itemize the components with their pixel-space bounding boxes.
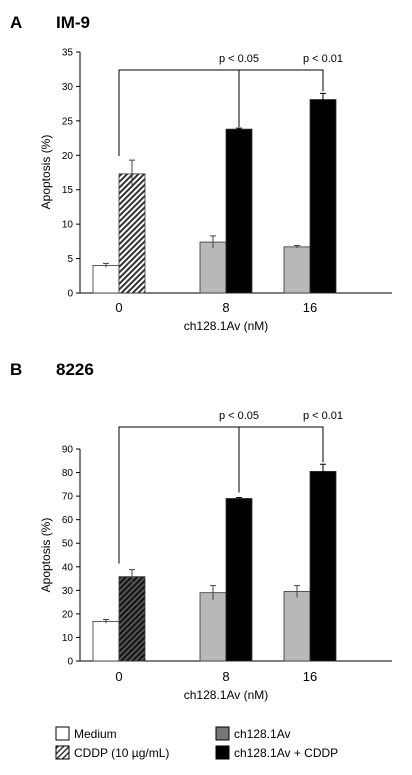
y-axis-label: Apoptosis (%) (39, 518, 53, 593)
error-bar (320, 92, 326, 106)
significance-label: p < 0.01 (303, 410, 343, 422)
legend: Medium CDDP (10 µg/mL) ch128.1Av ch128.1… (55, 726, 338, 760)
y-tick-label: 30 (62, 586, 74, 597)
y-tick-label: 25 (62, 116, 74, 127)
legend-label-medium: Medium (74, 727, 117, 741)
legend-label-ch128: ch128.1Av (234, 727, 291, 741)
bar (225, 128, 253, 294)
legend-label-combo: ch128.1Av + CDDP (234, 746, 338, 760)
significance-label: p < 0.05 (219, 410, 259, 422)
x-tick-label: 8 (222, 300, 229, 315)
bar (118, 173, 146, 294)
x-tick-label: 8 (222, 669, 229, 684)
error-bar (236, 497, 242, 500)
y-axis-label: Apoptosis (%) (39, 135, 53, 210)
error-bar (320, 463, 326, 479)
bar (309, 470, 337, 662)
bar (225, 498, 253, 662)
bar (283, 246, 311, 294)
panel-b-title: 8226 (56, 360, 94, 379)
x-axis-label: ch128.1Av (nM) (184, 688, 269, 702)
y-tick-label: 10 (62, 220, 74, 231)
legend-label-cddp: CDDP (10 µg/mL) (74, 746, 169, 760)
error-bar (210, 235, 216, 249)
bar (118, 576, 146, 662)
bar (199, 592, 227, 662)
chart-panel-a: 0 5 10 15 20 25 30 35 Apoptosis (%) 0 8 16 ch128.1Av… (39, 48, 392, 333)
y-tick-label: 10 (62, 633, 74, 644)
y-tick-label: 20 (62, 151, 74, 162)
legend-swatch-medium (55, 726, 70, 741)
error-bar (129, 569, 135, 584)
error-bar (236, 127, 242, 131)
panel-a-letter: A (10, 13, 22, 32)
legend-swatch-cddp (55, 745, 70, 760)
x-tick-label: 0 (115, 300, 122, 315)
chart-panel-b: 0 10 20 30 40 50 60 70 80 90 Apoptosis (%) 0 8 16 ch12… (39, 410, 392, 702)
y-tick-label: 35 (62, 48, 74, 59)
error-bar (294, 585, 300, 598)
significance-label: p < 0.01 (303, 53, 343, 65)
y-tick-label: 20 (62, 609, 74, 620)
y-tick-label: 5 (67, 254, 73, 265)
significance-bracket (118, 426, 324, 564)
panel-b-letter: B (10, 360, 22, 379)
error-bar (103, 262, 109, 268)
bar (199, 241, 227, 294)
y-tick-label: 50 (62, 539, 74, 550)
legend-swatch-combo (215, 745, 230, 760)
bar (92, 621, 120, 662)
error-bar (103, 619, 109, 624)
y-tick-label: 80 (62, 468, 74, 479)
x-axis-label: ch128.1Av (nM) (184, 319, 269, 333)
bar (309, 99, 337, 294)
panel-a-title: IM-9 (56, 13, 90, 32)
error-bar (129, 159, 135, 188)
y-tick-label: 15 (62, 185, 74, 196)
x-tick-label: 0 (115, 669, 122, 684)
y-tick-label: 0 (67, 289, 73, 300)
error-bar (210, 585, 216, 600)
bar (283, 591, 311, 662)
y-tick-label: 30 (62, 82, 74, 93)
legend-swatch-ch128 (215, 726, 230, 741)
x-tick-label: 16 (303, 300, 317, 315)
x-tick-label: 16 (303, 669, 317, 684)
y-tick-label: 90 (62, 445, 74, 456)
y-tick-label: 0 (67, 657, 73, 668)
y-tick-label: 70 (62, 492, 74, 503)
error-bar (294, 244, 300, 249)
y-tick-label: 40 (62, 562, 74, 573)
bar (92, 265, 120, 294)
y-tick-label: 60 (62, 515, 74, 526)
significance-label: p < 0.05 (219, 53, 259, 65)
significance-bracket (118, 69, 324, 157)
